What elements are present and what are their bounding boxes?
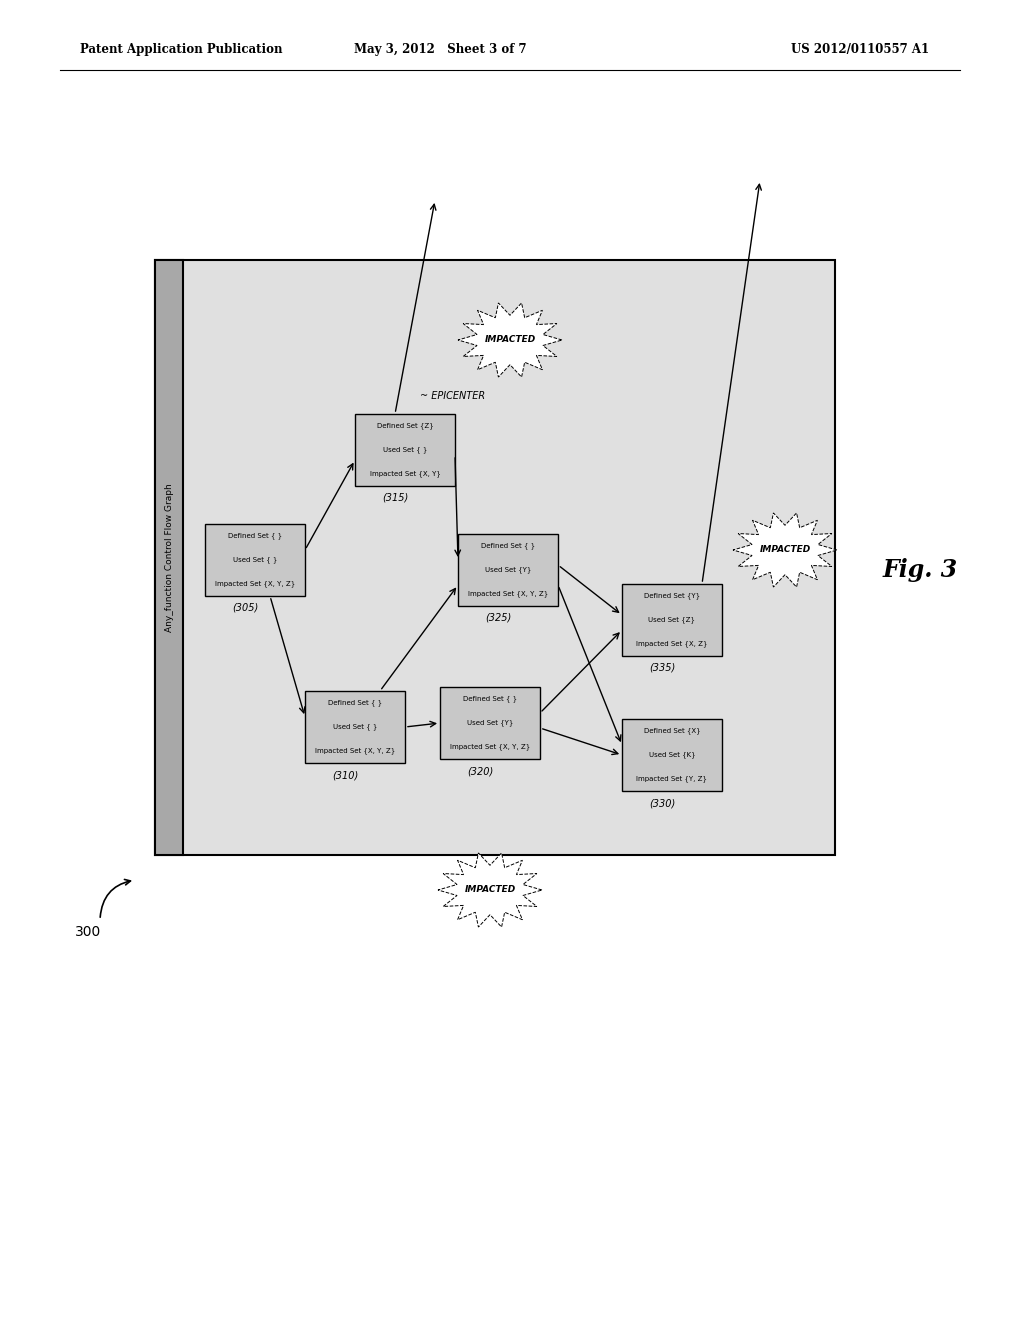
Text: IMPACTED: IMPACTED: [464, 886, 516, 895]
Text: Impacted Set {X, Y, Z}: Impacted Set {X, Y, Z}: [450, 743, 530, 750]
Text: (305): (305): [231, 603, 258, 612]
Text: IMPACTED: IMPACTED: [484, 335, 536, 345]
Text: Defined Set { }: Defined Set { }: [481, 543, 536, 549]
Bar: [355, 414, 455, 486]
Text: Patent Application Publication: Patent Application Publication: [80, 44, 283, 57]
Text: (325): (325): [485, 612, 511, 623]
Text: Used Set { }: Used Set { }: [383, 446, 427, 453]
Text: Used Set {Y}: Used Set {Y}: [484, 566, 531, 573]
Text: Used Set {K}: Used Set {K}: [648, 751, 695, 759]
Text: Fig. 3: Fig. 3: [883, 558, 957, 582]
Text: Impacted Set {X, Z}: Impacted Set {X, Z}: [636, 640, 708, 647]
Text: Used Set {Y}: Used Set {Y}: [467, 719, 513, 726]
Bar: [622, 583, 722, 656]
Text: Impacted Set {Y, Z}: Impacted Set {Y, Z}: [637, 776, 708, 783]
Bar: [622, 719, 722, 791]
Text: Defined Set { }: Defined Set { }: [463, 696, 517, 702]
Text: Impacted Set {X, Y, Z}: Impacted Set {X, Y, Z}: [314, 747, 395, 754]
Text: (315): (315): [382, 492, 409, 503]
Bar: [155, 260, 183, 855]
Text: (335): (335): [649, 663, 675, 673]
Text: (310): (310): [332, 770, 358, 780]
Polygon shape: [438, 853, 542, 927]
Text: Used Set { }: Used Set { }: [232, 557, 278, 564]
Text: Used Set { }: Used Set { }: [333, 723, 377, 730]
Text: IMPACTED: IMPACTED: [760, 545, 811, 554]
Text: 300: 300: [75, 925, 101, 939]
Bar: [155, 260, 835, 855]
Polygon shape: [458, 304, 562, 378]
Polygon shape: [733, 513, 837, 587]
Text: May 3, 2012   Sheet 3 of 7: May 3, 2012 Sheet 3 of 7: [353, 44, 526, 57]
Text: Used Set {Z}: Used Set {Z}: [648, 616, 695, 623]
Text: Defined Set { }: Defined Set { }: [328, 700, 382, 706]
Text: Impacted Set {X, Y, Z}: Impacted Set {X, Y, Z}: [468, 590, 548, 598]
Bar: [440, 686, 540, 759]
Text: Impacted Set {X, Y}: Impacted Set {X, Y}: [370, 471, 440, 478]
Text: Defined Set {Z}: Defined Set {Z}: [377, 422, 433, 429]
Text: (330): (330): [649, 799, 675, 808]
Text: Defined Set {Y}: Defined Set {Y}: [644, 593, 700, 599]
Bar: [205, 524, 305, 597]
Text: (320): (320): [467, 766, 494, 776]
Bar: [458, 535, 558, 606]
FancyArrowPatch shape: [100, 879, 130, 917]
Bar: [305, 690, 406, 763]
Text: ~ EPICENTER: ~ EPICENTER: [420, 391, 485, 401]
Text: Any_function Control Flow Graph: Any_function Control Flow Graph: [165, 483, 173, 632]
Text: US 2012/0110557 A1: US 2012/0110557 A1: [791, 44, 929, 57]
Text: Impacted Set {X, Y, Z}: Impacted Set {X, Y, Z}: [215, 581, 295, 587]
Text: Defined Set { }: Defined Set { }: [228, 533, 282, 540]
Text: Defined Set {X}: Defined Set {X}: [644, 727, 700, 734]
